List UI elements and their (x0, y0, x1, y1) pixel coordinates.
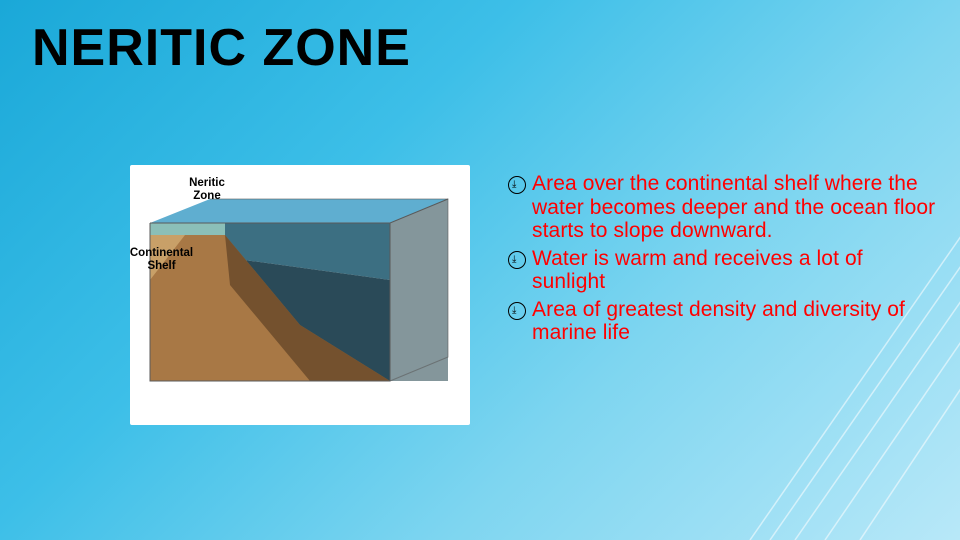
bullet-list: Area over the continental shelf where th… (508, 172, 938, 349)
list-item: Area of greatest density and diversity o… (508, 298, 938, 345)
diagram: Neritic Zone Continental Shelf (130, 165, 470, 425)
bullet-marker-icon (508, 251, 526, 269)
list-item: Area over the continental shelf where th… (508, 172, 938, 243)
diagram-label-neritic: Neritic Zone (182, 177, 232, 202)
bullet-text: Area of greatest density and diversity o… (532, 298, 938, 345)
bullet-marker-icon (508, 302, 526, 320)
diagram-label-shelf: Continental Shelf (124, 247, 199, 272)
slide: NERITIC ZONE Neritic Zone (0, 0, 960, 540)
page-title: NERITIC ZONE (32, 18, 411, 78)
list-item: Water is warm and receives a lot of sunl… (508, 247, 938, 294)
ocean-cross-section-svg (130, 165, 470, 425)
bullet-text: Area over the continental shelf where th… (532, 172, 938, 243)
bullet-text: Water is warm and receives a lot of sunl… (532, 247, 938, 294)
bullet-marker-icon (508, 176, 526, 194)
